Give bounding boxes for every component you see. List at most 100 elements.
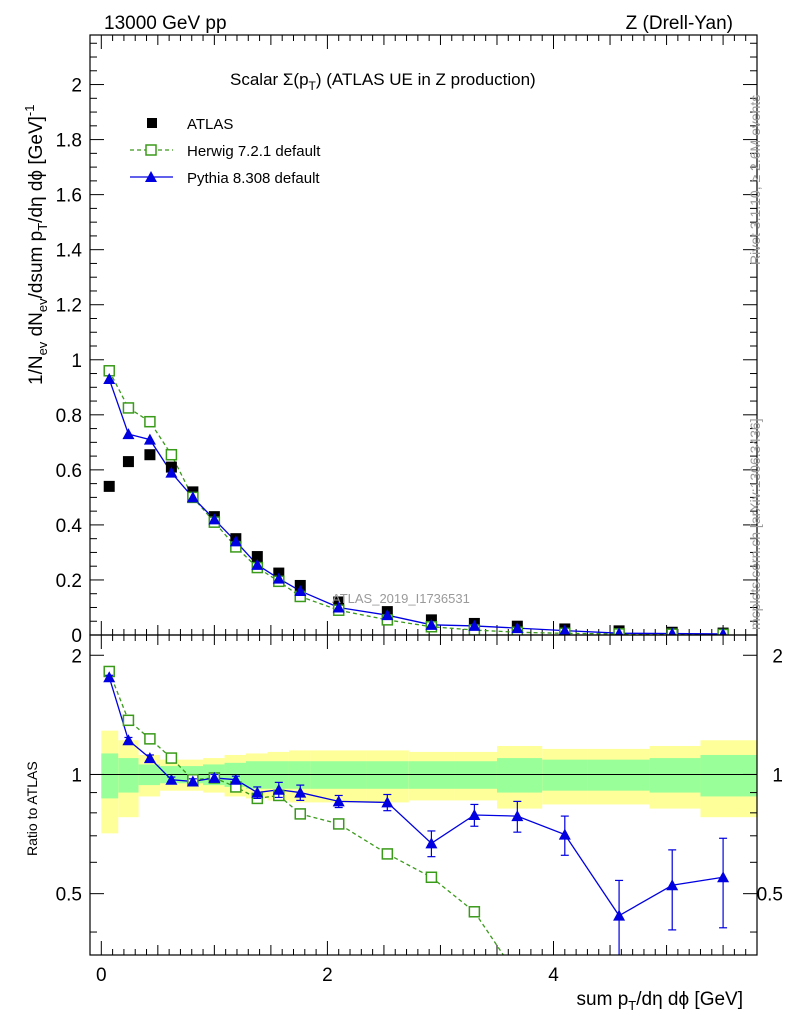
atlas-point xyxy=(144,449,156,461)
herwig-point xyxy=(122,402,135,414)
pythia-point xyxy=(332,601,345,613)
mcplots-label: mcplots.cern.ch [arXiv:1306.3436] xyxy=(747,418,763,630)
pythia-point xyxy=(103,373,116,385)
rivet-label: Rivet 3.1.10, ≥ 2.6M events xyxy=(747,95,763,265)
ratio-band-inner xyxy=(246,761,268,789)
herwig-ratio-point xyxy=(294,808,307,820)
legend-pythia-label: Pythia 8.308 default xyxy=(187,170,320,187)
pythia-ratio-point xyxy=(613,909,626,921)
ratio-band-inner xyxy=(649,758,701,793)
pythia-ratio-point xyxy=(717,871,730,883)
ratio-band-inner xyxy=(700,754,757,797)
ratio-tick-label-left: 1 xyxy=(71,765,82,786)
herwig-ratio-point xyxy=(332,818,345,830)
ratio-band-inner xyxy=(408,761,455,789)
ratio-band-inner xyxy=(542,759,588,791)
data-series xyxy=(103,365,730,981)
herwig-point xyxy=(165,448,178,461)
herwig-ratio-point xyxy=(381,848,394,860)
pythia-ratio-point xyxy=(381,796,394,808)
pythia-ratio-point xyxy=(143,752,156,764)
ratio-band-inner xyxy=(366,761,409,789)
plot-title: Scalar Σ(pT) (ATLAS UE in Z production) xyxy=(230,70,536,93)
pythia-ratio-point xyxy=(294,786,307,798)
ratio-series-group xyxy=(103,665,730,981)
atlas-point xyxy=(122,456,134,468)
ratio-band-inner xyxy=(267,761,289,789)
legend-pythia-marker xyxy=(145,171,157,182)
y-tick-label: 0.8 xyxy=(56,406,82,427)
ratio-y-axis-label: Ratio to ATLAS xyxy=(24,761,40,856)
y-tick-label: 0.2 xyxy=(56,571,82,592)
y-tick-label: 1.2 xyxy=(56,296,82,317)
y-tick-label: 1 xyxy=(71,351,82,372)
y-tick-label: 0.6 xyxy=(56,461,82,482)
ratio-tick-label-right: 2 xyxy=(772,646,783,667)
ratio-band-inner xyxy=(288,761,311,789)
pythia-point xyxy=(165,466,178,478)
pythia-ratio-point xyxy=(425,837,438,849)
pythia-point xyxy=(381,609,394,621)
pythia-ratio-point xyxy=(208,771,221,783)
main-series-group xyxy=(103,365,729,635)
pythia-point xyxy=(511,622,524,634)
y-tick-label: 0.4 xyxy=(56,516,83,537)
pythia-point xyxy=(143,433,156,445)
pythia-point xyxy=(719,627,727,635)
pythia-point xyxy=(559,624,571,635)
pythia-ratio-point xyxy=(165,773,178,785)
herwig-ratio-point xyxy=(122,714,135,727)
pythia-ratio-point xyxy=(666,879,679,891)
pythia-ratio-point xyxy=(122,734,135,746)
ratio-tick-label-left: 0.5 xyxy=(56,885,82,906)
y-tick-label: 2 xyxy=(71,76,82,97)
x-tick-label: 2 xyxy=(322,965,333,986)
pythia-point xyxy=(251,558,264,570)
legend-atlas-marker xyxy=(147,118,157,128)
pythia-ratio-point xyxy=(186,775,199,787)
legend-herwig-marker xyxy=(145,144,157,156)
pythia-ratio-point xyxy=(558,828,571,840)
herwig-ratio-point xyxy=(425,871,438,884)
pythia-ratio-point xyxy=(251,786,264,798)
ratio-tick-label-right: 1 xyxy=(772,765,783,786)
herwig-ratio-point xyxy=(468,906,481,918)
pythia-ratio-point xyxy=(103,671,116,683)
ratio-tick-label-left: 2 xyxy=(71,646,82,667)
pythia-point xyxy=(208,513,221,525)
pythia-point xyxy=(668,627,677,635)
ratio-band-inner xyxy=(118,758,139,793)
herwig-ratio-point xyxy=(144,733,156,745)
herwig-point xyxy=(144,415,156,428)
ratio-band-inner xyxy=(310,761,367,789)
ratio-tick-label-right: 0.5 xyxy=(757,885,783,906)
x-axis-label: sum pT/dη dϕ [GeV] xyxy=(577,989,743,1013)
pythia-ratio-point xyxy=(229,773,242,785)
band-group xyxy=(101,730,757,834)
ratio-uncertainty-bands xyxy=(90,730,757,834)
pythia-point xyxy=(294,584,307,596)
x-tick-label: 0 xyxy=(96,965,107,986)
ratio-band-inner xyxy=(587,759,650,791)
pythia-ratio-point xyxy=(332,795,345,807)
analysis-label: ATLAS_2019_I1736531 xyxy=(332,591,470,606)
pythia-point xyxy=(122,428,135,440)
pythia-ratio-point xyxy=(511,810,524,822)
herwig-ratio-point xyxy=(165,752,178,764)
x-tick-label: 4 xyxy=(548,965,559,986)
y-tick-label: 1.4 xyxy=(56,241,83,262)
pythia-point xyxy=(468,619,481,631)
ratio-band-inner xyxy=(454,761,497,789)
herwig-ratio-point xyxy=(512,971,522,981)
axes-and-ticks: 0 2 400.20.40.60.811.21.41.61.820.5 0.51 12 2 xyxy=(56,35,783,986)
header-process: Z (Drell-Yan) xyxy=(626,13,733,34)
pythia-ratio-point xyxy=(272,783,285,795)
pythia-point xyxy=(186,491,199,503)
pythia-point xyxy=(272,572,285,584)
pythia-point xyxy=(425,618,438,630)
ratio-band-inner xyxy=(496,758,543,793)
ratio-plot-frame xyxy=(89,634,758,956)
header-energy: 13000 GeV pp xyxy=(104,13,227,34)
y-tick-label: 1.6 xyxy=(56,186,82,207)
